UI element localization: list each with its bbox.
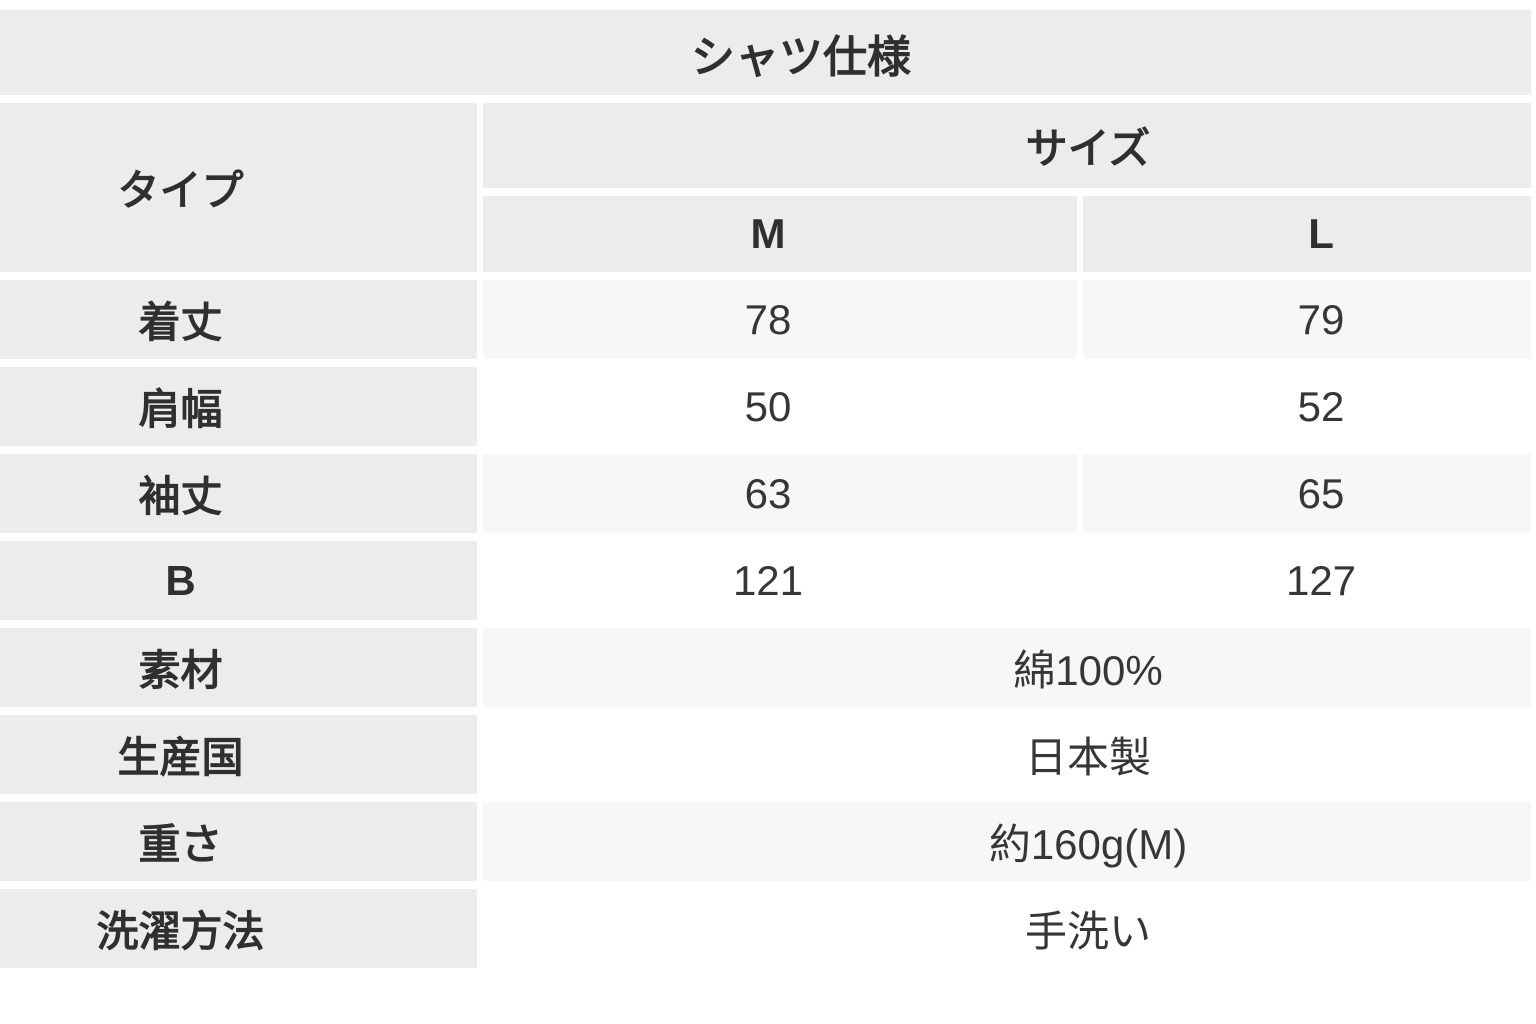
table-row: 洗濯方法 手洗い — [0, 889, 1532, 968]
table-row: B 121 127 — [0, 541, 1532, 620]
value-cell-m: 78 — [483, 280, 1077, 359]
header-row-size: タイプ サイズ — [0, 103, 1532, 272]
row-label: 生産国 — [0, 715, 477, 794]
value-cell-m: 50 — [483, 367, 1077, 446]
table-row: 素材 綿100% — [0, 628, 1532, 707]
table-row: 生産国 日本製 — [0, 715, 1532, 794]
merged-value-cell: 約160g(M) — [483, 802, 1532, 881]
value-cell-l: 79 — [1083, 280, 1532, 359]
header-row-columns: M L — [0, 196, 1532, 272]
value-cell-m: 63 — [483, 454, 1077, 533]
row-label: 着丈 — [0, 280, 477, 359]
value-cell-m: 121 — [483, 541, 1077, 620]
row-label: 洗濯方法 — [0, 889, 477, 968]
row-label: B — [0, 541, 477, 620]
row-label: 重さ — [0, 802, 477, 881]
row-label: 肩幅 — [0, 367, 477, 446]
merged-value-cell: 日本製 — [483, 715, 1532, 794]
size-header-cell: サイズ — [483, 103, 1532, 188]
value-cell-l: 65 — [1083, 454, 1532, 533]
type-header-cell: タイプ — [0, 103, 477, 272]
table-row: 重さ 約160g(M) — [0, 802, 1532, 881]
table-title-row: シャツ仕様 — [0, 10, 1532, 95]
size-col-m: M — [483, 196, 1077, 272]
table-row: 肩幅 50 52 — [0, 367, 1532, 446]
spec-table: シャツ仕様 タイプ サイズ M L 着丈 78 79 肩幅 50 52 袖丈 6… — [0, 2, 1536, 976]
row-label: 袖丈 — [0, 454, 477, 533]
merged-value-cell: 綿100% — [483, 628, 1532, 707]
row-label: 素材 — [0, 628, 477, 707]
merged-value-cell: 手洗い — [483, 889, 1532, 968]
value-cell-l: 127 — [1083, 541, 1532, 620]
value-cell-l: 52 — [1083, 367, 1532, 446]
table-title: シャツ仕様 — [0, 10, 1532, 95]
table-row: 袖丈 63 65 — [0, 454, 1532, 533]
table-row: 着丈 78 79 — [0, 280, 1532, 359]
size-col-l: L — [1083, 196, 1532, 272]
